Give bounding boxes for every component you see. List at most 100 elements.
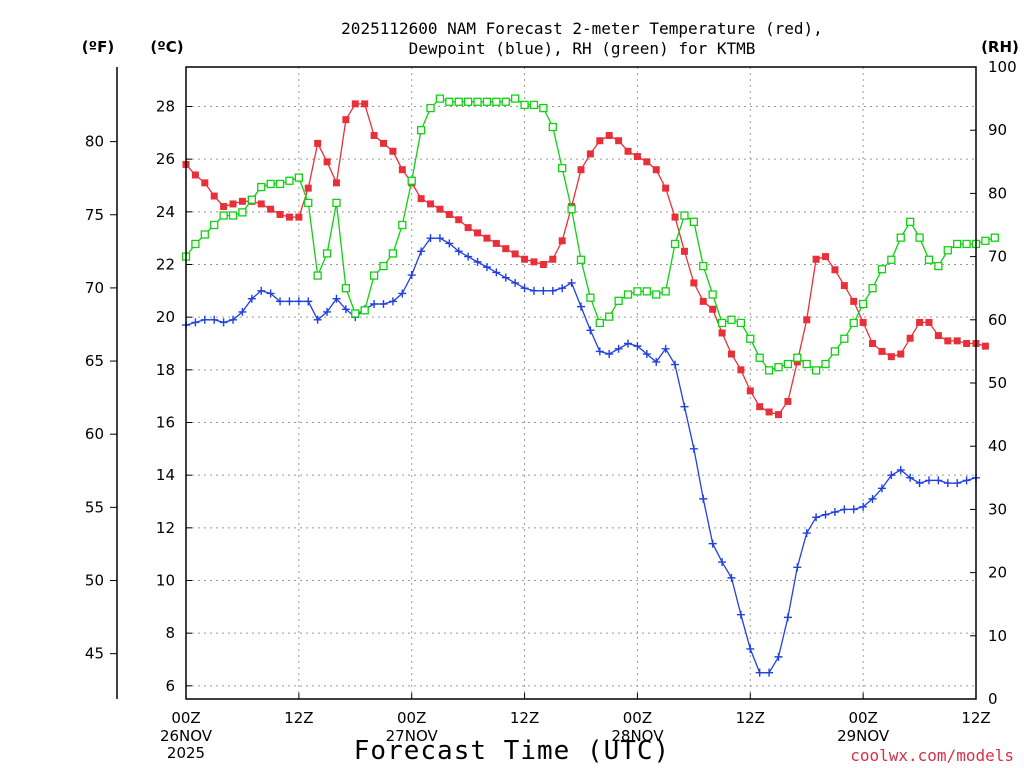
rh-series xyxy=(181,94,999,375)
dewpoint-point xyxy=(247,294,256,303)
rh-point xyxy=(210,220,219,230)
rh-point xyxy=(953,239,962,249)
x-tick-label-time: 12Z xyxy=(510,709,539,727)
dewpoint-point xyxy=(313,315,322,324)
temperature-point xyxy=(897,350,905,358)
rh-point xyxy=(454,97,463,106)
dewpoint-point xyxy=(793,563,802,572)
rh-tick-label: 80 xyxy=(988,184,1007,202)
temperature-point xyxy=(953,337,961,345)
rh-tick-label: 40 xyxy=(988,437,1007,455)
rh-point xyxy=(774,363,783,372)
rh-point xyxy=(981,236,990,245)
temperature-point xyxy=(276,210,284,218)
dewpoint-point xyxy=(708,539,717,548)
rh-point xyxy=(332,198,341,208)
temperature-point xyxy=(549,255,557,263)
dewpoint-point xyxy=(642,350,651,359)
temperature-point xyxy=(295,213,303,221)
temperature-point xyxy=(605,131,613,139)
dewpoint-point xyxy=(953,479,962,488)
dewpoint-point xyxy=(887,471,896,480)
rh-unit-label: (RH) xyxy=(981,38,1019,56)
rh-point xyxy=(670,239,680,249)
rh-point xyxy=(717,318,727,328)
rh-point xyxy=(924,255,934,264)
temperature-point xyxy=(323,158,331,166)
temperature-point xyxy=(784,397,792,405)
celsius-tick-label: 10 xyxy=(156,572,175,590)
dewpoint-point xyxy=(257,286,266,295)
rh-tick-label: 60 xyxy=(988,311,1007,329)
rh-point xyxy=(238,208,247,217)
dewpoint-point xyxy=(877,484,886,493)
dewpoint-point xyxy=(605,350,614,359)
celsius-tick-label: 14 xyxy=(156,466,175,484)
temperature-point xyxy=(361,100,369,108)
rh-point xyxy=(501,97,510,106)
temperature-point xyxy=(304,184,312,192)
rh-point xyxy=(351,309,360,318)
rh-point xyxy=(614,296,623,305)
temperature-point xyxy=(727,350,735,358)
rh-point xyxy=(811,366,821,375)
temperature-point xyxy=(483,234,491,242)
rh-point xyxy=(445,97,454,106)
dewpoint-point xyxy=(567,278,576,287)
plot-frame xyxy=(185,66,977,700)
rh-point xyxy=(962,239,971,249)
rh-point xyxy=(755,353,764,362)
temperature-point xyxy=(916,318,924,326)
celsius-tick-label: 8 xyxy=(165,624,175,642)
dewpoint-point xyxy=(473,257,482,266)
fahrenheit-tick-label: 70 xyxy=(85,279,104,297)
rh-tick-label: 10 xyxy=(988,627,1007,645)
rh-point xyxy=(793,353,802,362)
rh-point xyxy=(200,230,209,239)
rh-point xyxy=(699,261,708,271)
dewpoint-point xyxy=(454,247,463,256)
dewpoint-point xyxy=(388,297,397,306)
temperature-point xyxy=(191,171,199,179)
temperature-point xyxy=(963,340,971,347)
temperature-point xyxy=(906,334,914,342)
temperature-point xyxy=(662,184,670,192)
fahrenheit-tick-label: 50 xyxy=(85,572,104,590)
temperature-point xyxy=(934,332,942,340)
dewpoint-point xyxy=(595,347,604,356)
x-tick-label-year: 2025 xyxy=(167,744,205,762)
rh-point xyxy=(868,284,877,293)
rh-point xyxy=(463,97,473,106)
dewpoint-point xyxy=(200,315,209,324)
dewpoint-point xyxy=(896,465,905,474)
x-tick-label-time: 12Z xyxy=(736,709,765,727)
dewpoint-point xyxy=(765,668,774,677)
temperature-point xyxy=(643,158,651,166)
dewpoint-point xyxy=(492,268,501,277)
chart-title-line-1: 2025112600 NAM Forecast 2-meter Temperat… xyxy=(341,19,823,38)
celsius-tick-label: 6 xyxy=(165,677,175,695)
dewpoint-point xyxy=(341,305,350,314)
rh-point xyxy=(821,359,830,369)
dewpoint-point xyxy=(323,307,332,316)
dewpoint-point xyxy=(276,297,285,306)
dewpoint-point xyxy=(304,297,313,306)
dewpoint-point xyxy=(558,284,567,293)
rh-point xyxy=(257,182,266,192)
rh-point xyxy=(943,246,952,255)
rh-point xyxy=(802,359,811,369)
x-tick-label-time: 00Z xyxy=(623,709,652,727)
temperature-point xyxy=(887,353,895,361)
fahrenheit-tick-label: 60 xyxy=(85,425,104,443)
temperature-point xyxy=(878,347,886,355)
temperature-point xyxy=(709,305,717,313)
rh-point xyxy=(482,97,492,106)
dewpoint-point xyxy=(633,342,642,351)
rh-point xyxy=(388,249,398,258)
rh-point xyxy=(435,94,445,103)
rh-point xyxy=(727,315,736,324)
temperature-point xyxy=(869,340,877,347)
dewpoint-point xyxy=(520,284,529,293)
rh-point xyxy=(369,271,379,280)
